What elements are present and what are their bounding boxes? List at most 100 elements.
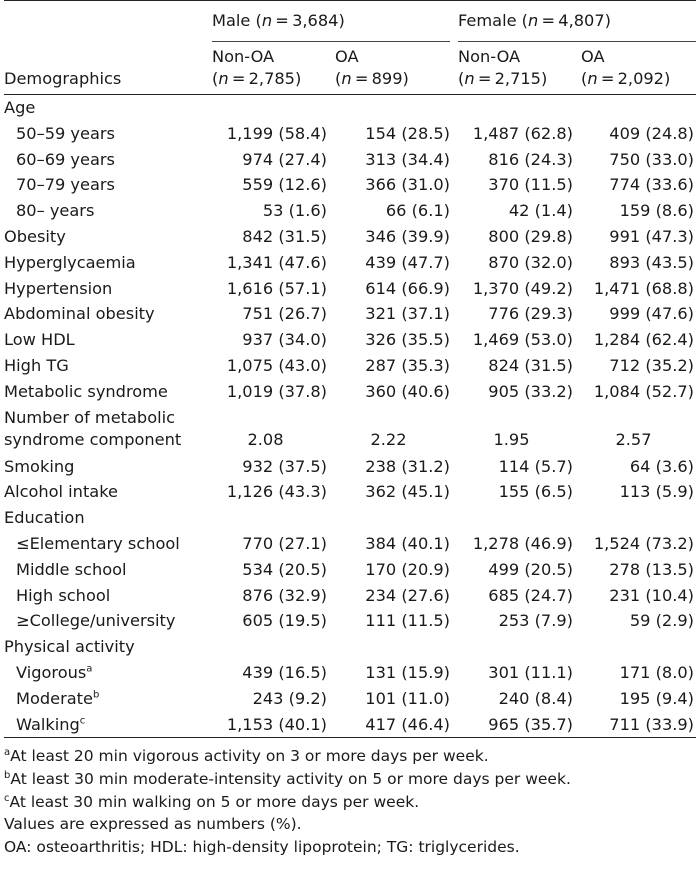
header-sub-row: Demographics Non-OA (n = 2,785) OA (n = … <box>4 42 696 95</box>
male-non-oa-cell: 1,616 (57.1) <box>226 278 327 298</box>
row-label: 70–79 years <box>16 175 115 195</box>
male-oa-cell: 154 (28.5) <box>365 123 450 143</box>
male-oa-cell: 234 (27.6) <box>365 585 450 605</box>
male-oa-cell: 313 (34.4) <box>365 149 450 169</box>
row-label: 50–59 years <box>16 123 115 143</box>
female-oa-cell: 113 (5.9) <box>619 482 694 502</box>
female-non-oa-cell: 824 (31.5) <box>488 355 573 375</box>
male-non-oa-cell: 1,153 (40.1) <box>226 714 327 734</box>
row-label: ≤Elementary school <box>16 533 180 553</box>
male-non-oa-cell: 751 (26.7) <box>242 304 327 324</box>
female-oa-cell: 711 (33.9) <box>609 714 694 734</box>
male-non-oa-cell: 243 (9.2) <box>252 688 327 708</box>
female-non-oa-cell: 1.95 <box>493 429 530 449</box>
male-non-oa-cell: 1,199 (58.4) <box>226 123 327 143</box>
male-oa-cell: 66 (6.1) <box>385 201 450 221</box>
female-non-oa-cell: 1,278 (46.9) <box>472 533 573 553</box>
male-non-oa-cell: 1,019 (37.8) <box>226 381 327 401</box>
female-non-oa-cell <box>450 634 573 660</box>
female-non-oa-cell: 800 (29.8) <box>488 226 573 246</box>
table-row-hypertension: Hypertension 1,616 (57.1) 614 (66.9) 1,370 … <box>4 276 696 302</box>
table-row-60-69-years: 60–69 years 974 (27.4) 313 (34.4) 816 (24.3… <box>4 147 696 173</box>
female-oa-cell: 231 (10.4) <box>609 585 694 605</box>
male-oa-cell <box>327 505 450 531</box>
female-non-oa-cell: 301 (11.1) <box>488 662 573 682</box>
male-oa-cell: 346 (39.9) <box>365 226 450 246</box>
female-oa-cell <box>573 634 696 660</box>
male-non-oa-cell: 842 (31.5) <box>242 226 327 246</box>
footnote-marker: b <box>93 689 100 701</box>
female-oa-header: OA (n = 2,092) <box>581 47 671 88</box>
footnote-a: aAt least 20 min vigorous activity on 3 … <box>4 747 489 766</box>
female-non-oa-cell: 114 (5.7) <box>498 456 573 476</box>
footnote-c: cAt least 30 min walking on 5 or more da… <box>4 792 420 811</box>
female-oa-cell: 893 (43.5) <box>609 252 694 272</box>
footnote-marker: c <box>79 715 86 727</box>
row-label: Vigorousa <box>16 662 93 682</box>
table-row-middle-school: Middle school 534 (20.5) 170 (20.9) 499 (20… <box>4 557 696 583</box>
male-non-oa-cell: 1,341 (47.6) <box>226 252 327 272</box>
female-non-oa-cell: 1,469 (53.0) <box>472 330 573 350</box>
table-row-age: Age <box>4 95 696 121</box>
male-oa-cell: 326 (35.5) <box>365 330 450 350</box>
table-row-obesity: Obesity 842 (31.5) 346 (39.9) 800 (29.8) 991… <box>4 224 696 250</box>
row-label: Low HDL <box>4 330 75 350</box>
female-oa-cell: 712 (35.2) <box>609 355 694 375</box>
row-label: ≥College/university <box>16 611 176 631</box>
table-row-abdominal-obesity: Abdominal obesity 751 (26.7) 321 (37.1) 776… <box>4 301 696 327</box>
male-oa-cell: 360 (40.6) <box>365 381 450 401</box>
table-row-education: Education <box>4 505 696 531</box>
female-oa-cell: 59 (2.9) <box>629 611 694 631</box>
row-label: 80– years <box>16 201 95 221</box>
header-group-row: Male (n = 3,684) Female (n = 4,807) <box>4 0 696 42</box>
row-label: Alcohol intake <box>4 482 118 502</box>
male-oa-cell: 101 (11.0) <box>365 688 450 708</box>
table-row-college-university: ≥College/university 605 (19.5) 111 (11.5) 2… <box>4 608 696 634</box>
male-non-oa-cell: 559 (12.6) <box>242 175 327 195</box>
table-row-70-79-years: 70–79 years 559 (12.6) 366 (31.0) 370 (11.5… <box>4 172 696 198</box>
row-label: Number of metabolic syndrome component <box>4 407 182 449</box>
male-non-oa-cell: 53 (1.6) <box>262 201 327 221</box>
female-oa-cell <box>573 95 696 121</box>
table-row-metabolic-component: Number of metabolic syndrome component 2.0… <box>4 405 696 454</box>
footnote-marker: a <box>86 663 93 675</box>
table-row-metabolic-syndrome: Metabolic syndrome 1,019 (37.8) 360 (40.6)… <box>4 379 696 405</box>
row-label: 60–69 years <box>16 149 115 169</box>
male-non-oa-cell: 937 (34.0) <box>242 330 327 350</box>
male-non-oa-cell <box>204 505 327 531</box>
table-row-elementary-school: ≤Elementary school 770 (27.1) 384 (40.1) 1,… <box>4 531 696 557</box>
table-row-low-hdl: Low HDL 937 (34.0) 326 (35.5) 1,469 (53.0) 1… <box>4 327 696 353</box>
male-oa-cell: 417 (46.4) <box>365 714 450 734</box>
female-non-oa-cell <box>450 505 573 531</box>
male-oa-cell: 131 (15.9) <box>365 662 450 682</box>
row-label: Hypertension <box>4 278 113 298</box>
row-label: Metabolic syndrome <box>4 381 168 401</box>
table-container: Male (n = 3,684) Female (n = 4,807) Demo… <box>4 0 696 891</box>
male-non-oa-cell: 534 (20.5) <box>242 559 327 579</box>
female-non-oa-cell: 1,370 (49.2) <box>472 278 573 298</box>
row-label: Moderateb <box>16 688 100 708</box>
female-non-oa-cell: 965 (35.7) <box>488 714 573 734</box>
male-non-oa-cell: 770 (27.1) <box>242 533 327 553</box>
male-non-oa-cell <box>204 634 327 660</box>
male-non-oa-cell: 974 (27.4) <box>242 149 327 169</box>
table-row-moderate: Moderateb 243 (9.2) 101 (11.0) 240 (8.4) 195… <box>4 686 696 712</box>
female-oa-cell <box>573 505 696 531</box>
male-non-oa-cell: 1,126 (43.3) <box>226 482 327 502</box>
female-non-oa-cell: 42 (1.4) <box>508 201 573 221</box>
female-non-oa-header: Non-OA (n = 2,715) <box>458 47 548 88</box>
table-row-vigorous: Vigorousa 439 (16.5) 131 (15.9) 301 (11.1) 1… <box>4 660 696 686</box>
table-row-high-school: High school 876 (32.9) 234 (27.6) 685 (24.7… <box>4 583 696 609</box>
male-oa-cell <box>327 95 450 121</box>
male-non-oa-header: Non-OA (n = 2,785) <box>212 47 302 88</box>
male-oa-cell: 170 (20.9) <box>365 559 450 579</box>
demographics-header: Demographics <box>4 69 122 88</box>
table-row-smoking: Smoking 932 (37.5) 238 (31.2) 114 (5.7) 64 (… <box>4 454 696 480</box>
male-oa-cell: 614 (66.9) <box>365 278 450 298</box>
row-label: Obesity <box>4 226 66 246</box>
female-oa-cell: 159 (8.6) <box>619 201 694 221</box>
male-oa-cell: 384 (40.1) <box>365 533 450 553</box>
row-label: Education <box>4 508 85 528</box>
row-label: Age <box>4 98 36 117</box>
male-oa-header: OA (n = 899) <box>335 47 409 88</box>
